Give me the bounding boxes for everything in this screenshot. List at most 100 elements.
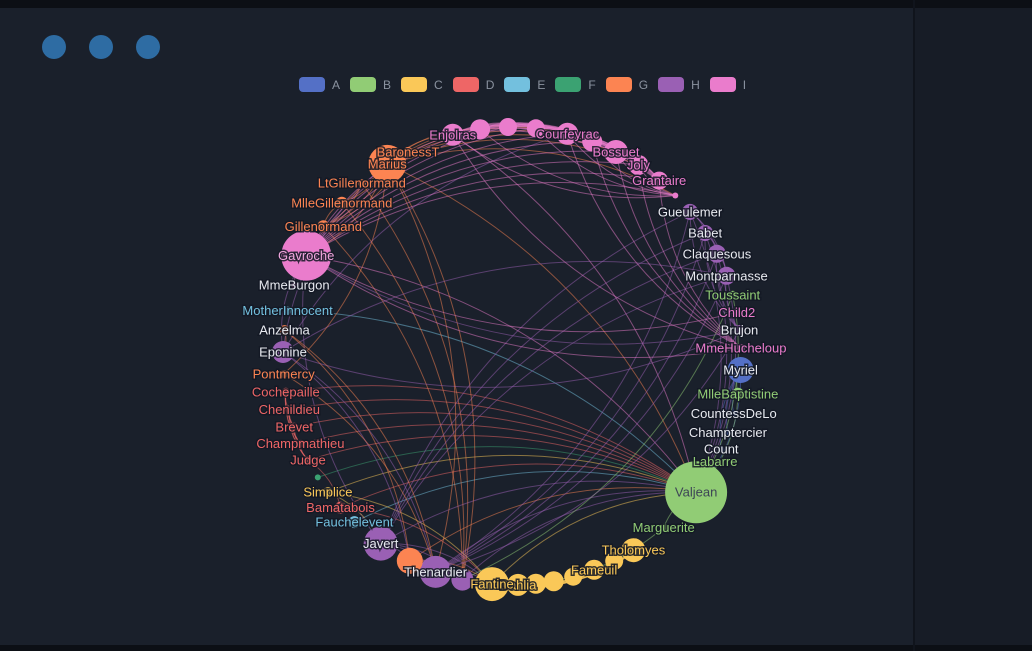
graph-edge bbox=[689, 211, 740, 331]
legend-item-D[interactable]: D bbox=[452, 77, 495, 92]
graph-node-Blacheville[interactable] bbox=[564, 567, 583, 586]
graph-edge bbox=[305, 140, 593, 256]
graph-node-Fauchelevent[interactable] bbox=[348, 516, 361, 529]
graph-node-Champmathieu[interactable] bbox=[296, 439, 305, 448]
window-dot-3[interactable] bbox=[136, 35, 160, 59]
graph-node-MmeThenardier[interactable] bbox=[396, 547, 423, 574]
graph-node-CountessDeLo[interactable] bbox=[730, 410, 737, 417]
legend-item-F[interactable]: F bbox=[555, 77, 596, 92]
graph-node-Gueulemer[interactable] bbox=[682, 203, 698, 220]
graph-node-Cochepaille[interactable] bbox=[281, 387, 290, 396]
graph-node-Courfeyrac[interactable] bbox=[556, 122, 579, 145]
legend-label-D: D bbox=[485, 77, 495, 92]
graph-node-Zephine[interactable] bbox=[525, 573, 546, 594]
graph-node-Eponine[interactable] bbox=[272, 341, 294, 363]
graph-node-Cosette[interactable] bbox=[451, 568, 474, 591]
legend-item-I[interactable]: I bbox=[709, 77, 746, 92]
graph-node-Montparnasse[interactable] bbox=[717, 266, 736, 285]
graph-node-Chenildieu[interactable] bbox=[285, 405, 294, 414]
graph-edge bbox=[282, 351, 437, 573]
node-label-Marius: Marius bbox=[368, 156, 408, 171]
graph-edge bbox=[462, 294, 734, 581]
graph-edge bbox=[305, 161, 639, 256]
graph-node-Myriel[interactable] bbox=[727, 357, 754, 383]
graph-node-Javert[interactable] bbox=[363, 526, 398, 561]
graph-node-Count[interactable] bbox=[718, 446, 725, 453]
graph-node-Tholomyes[interactable] bbox=[621, 538, 646, 563]
graph-node-LtGillenormand[interactable] bbox=[357, 179, 366, 188]
graph-edge bbox=[322, 225, 463, 580]
node-label-Gavroche: Gavroche bbox=[278, 248, 334, 263]
graph-node-Woman2[interactable] bbox=[314, 474, 321, 481]
graph-node-Labarre[interactable] bbox=[712, 458, 719, 465]
graph-node-MlleBaptistine[interactable] bbox=[731, 387, 744, 400]
graph-node-Anzelma[interactable] bbox=[279, 325, 290, 336]
graph-node-Joly[interactable] bbox=[628, 155, 649, 175]
graph-node-Fameuil[interactable] bbox=[584, 559, 605, 580]
graph-edge bbox=[435, 232, 706, 573]
graph-node-Child2[interactable] bbox=[732, 308, 741, 317]
legend-item-A[interactable]: A bbox=[299, 77, 340, 92]
window-dot-1[interactable] bbox=[42, 35, 66, 59]
graph-node-Listolier[interactable] bbox=[605, 551, 624, 570]
legend-label-H: H bbox=[691, 77, 700, 92]
graph-node-Valjean[interactable] bbox=[665, 461, 728, 524]
window-dot-2[interactable] bbox=[89, 35, 113, 59]
graph-node-Toussaint[interactable] bbox=[728, 290, 737, 299]
graph-node-Favourite[interactable] bbox=[543, 571, 564, 592]
node-label-Gueulemer: Gueulemer bbox=[658, 204, 723, 219]
legend-swatch-A bbox=[299, 77, 325, 92]
node-label-Claquesous: Claquesous bbox=[683, 246, 752, 261]
graph-node-Thenardier[interactable] bbox=[419, 555, 452, 588]
graph-node-Brujon[interactable] bbox=[734, 325, 745, 336]
node-label-Myriel: Myriel bbox=[723, 363, 758, 378]
graph-edge bbox=[386, 163, 457, 573]
graph-node-Champtercier[interactable] bbox=[724, 429, 731, 436]
graph-edge bbox=[305, 172, 660, 257]
node-label-Fameuil: Fameuil bbox=[571, 562, 617, 577]
graph-node-Simplice[interactable] bbox=[322, 487, 333, 498]
legend-item-C[interactable]: C bbox=[401, 77, 443, 92]
graph-node-BaronessT[interactable] bbox=[403, 147, 413, 157]
node-label-MmeBurgon: MmeBurgon bbox=[259, 278, 330, 293]
graph-node-Bahorel[interactable] bbox=[582, 131, 603, 152]
graph-node-MotherInnocent[interactable] bbox=[283, 306, 292, 315]
graph-edge bbox=[305, 255, 737, 333]
graph-edge bbox=[435, 329, 740, 573]
graph-node-Pontmercy[interactable] bbox=[279, 370, 288, 378]
node-label-Javert: Javert bbox=[363, 536, 399, 551]
graph-node-MmeHucheloup[interactable] bbox=[736, 344, 745, 352]
graph-node-Judge[interactable] bbox=[304, 456, 312, 464]
graph-node-Claquesous[interactable] bbox=[707, 244, 726, 263]
legend-item-G[interactable]: G bbox=[605, 77, 648, 92]
graph-node-Feuilly[interactable] bbox=[526, 119, 545, 138]
node-label-Champtercier: Champtercier bbox=[689, 425, 768, 440]
graph-node-Fantine[interactable] bbox=[475, 567, 509, 602]
node-label-Babet: Babet bbox=[688, 226, 722, 241]
graph-node-Combeferre[interactable] bbox=[470, 119, 491, 140]
graph-node-Gavroche[interactable] bbox=[281, 230, 332, 281]
legend-swatch-I bbox=[709, 77, 736, 92]
legend-item-E[interactable]: E bbox=[504, 77, 545, 92]
legend-item-B[interactable]: B bbox=[350, 77, 391, 92]
graph-node-Mabeuf[interactable] bbox=[672, 192, 679, 199]
graph-node-Prouvaire[interactable] bbox=[499, 118, 517, 136]
legend-swatch-H bbox=[658, 77, 685, 92]
graph-edge bbox=[615, 151, 742, 349]
graph-node-Marius[interactable] bbox=[368, 144, 407, 183]
graph-node-Babet[interactable] bbox=[697, 225, 714, 241]
node-label-CountessDeLo: CountessDeLo bbox=[691, 406, 777, 421]
graph-node-MmeBurgon[interactable] bbox=[291, 282, 298, 289]
graph-node-Marguerite[interactable] bbox=[659, 523, 668, 532]
graph-node-Brevet[interactable] bbox=[290, 422, 299, 431]
graph-edge bbox=[294, 412, 697, 493]
graph-node-Bossuet[interactable] bbox=[604, 140, 628, 164]
graph-node-Grantaire[interactable] bbox=[650, 171, 669, 190]
graph-edge bbox=[479, 128, 676, 197]
graph-node-MlleGillenormand[interactable] bbox=[335, 196, 348, 209]
graph-node-Gillenormand[interactable] bbox=[317, 220, 330, 233]
legend-item-H[interactable]: H bbox=[658, 77, 700, 92]
graph-node-Bamatabois[interactable] bbox=[334, 501, 347, 514]
graph-node-Dahlia[interactable] bbox=[507, 573, 529, 596]
graph-node-Enjolras[interactable] bbox=[441, 123, 464, 146]
